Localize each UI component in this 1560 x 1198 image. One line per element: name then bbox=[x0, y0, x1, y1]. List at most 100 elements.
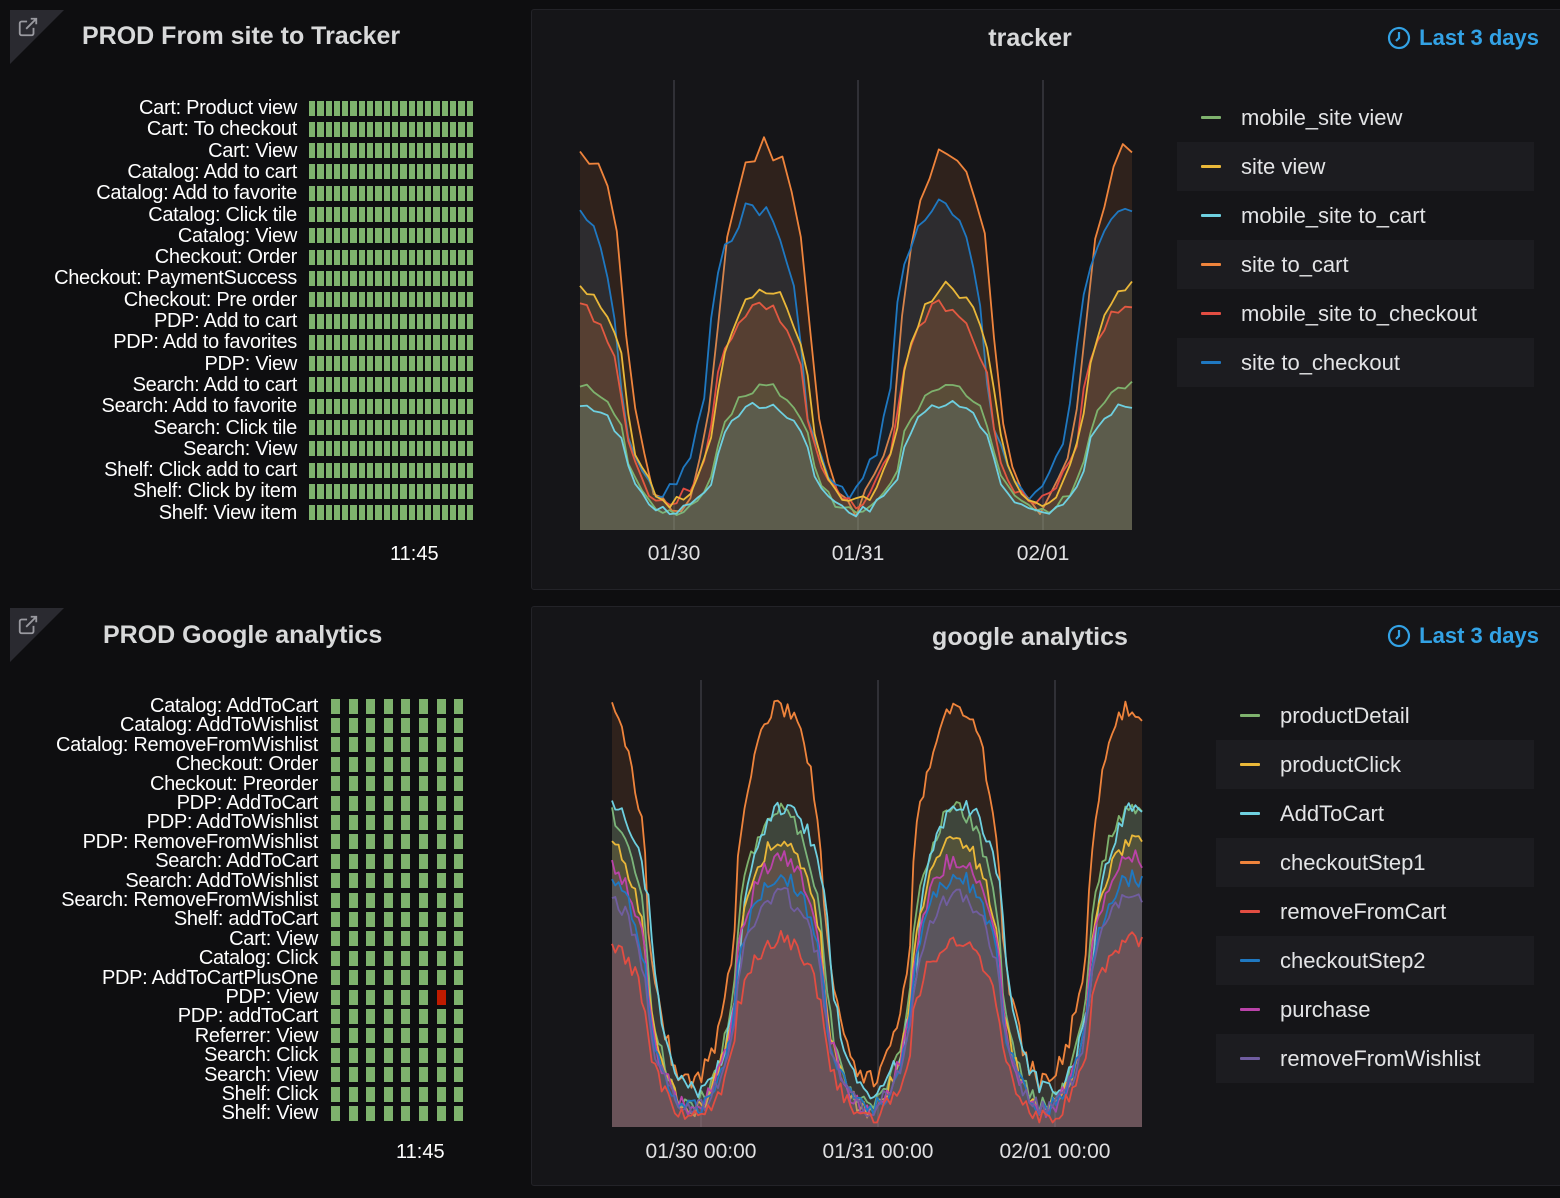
status-row[interactable]: PDP: View bbox=[0, 987, 464, 1007]
status-cell-ok[interactable] bbox=[375, 313, 382, 329]
status-cell-ok[interactable] bbox=[401, 892, 411, 908]
status-cell-ok[interactable] bbox=[309, 185, 316, 201]
status-cell-ok[interactable] bbox=[441, 441, 449, 457]
status-cell-ok[interactable] bbox=[436, 892, 446, 908]
status-cell-ok[interactable] bbox=[454, 834, 464, 850]
status-row[interactable]: Cart: View bbox=[0, 141, 473, 161]
status-cell-ok[interactable] bbox=[433, 377, 440, 393]
status-cell-ok[interactable] bbox=[358, 143, 366, 159]
status-cell-ok[interactable] bbox=[408, 249, 415, 265]
status-cell-ok[interactable] bbox=[466, 121, 473, 137]
status-cell-ok[interactable] bbox=[454, 814, 464, 830]
status-row[interactable]: Search: AddToCart bbox=[0, 851, 464, 871]
status-cell-ok[interactable] bbox=[436, 970, 446, 986]
status-cell-ok[interactable] bbox=[358, 398, 366, 414]
status-cell-ok[interactable] bbox=[375, 121, 382, 137]
status-cell-ok[interactable] bbox=[358, 249, 366, 265]
status-cell-ok[interactable] bbox=[350, 292, 357, 308]
status-cell-ok[interactable] bbox=[416, 505, 424, 521]
status-cell-ok[interactable] bbox=[333, 185, 341, 201]
status-cell-ok[interactable] bbox=[450, 505, 457, 521]
status-cell-ok[interactable] bbox=[342, 164, 349, 180]
status-cell-ok[interactable] bbox=[450, 143, 457, 159]
status-row[interactable]: Search: Add to cart bbox=[0, 375, 473, 395]
status-cell-ok[interactable] bbox=[383, 737, 393, 753]
status-cell-ok[interactable] bbox=[401, 970, 411, 986]
status-cell-ok[interactable] bbox=[331, 950, 340, 966]
status-cell-ok[interactable] bbox=[358, 292, 366, 308]
status-cell-ok[interactable] bbox=[331, 698, 340, 714]
status-row[interactable]: Search: Click tile bbox=[0, 418, 473, 438]
status-cell-ok[interactable] bbox=[401, 1008, 411, 1024]
status-cell-ok[interactable] bbox=[383, 776, 393, 792]
series-line[interactable] bbox=[579, 400, 1133, 518]
status-cell-ok[interactable] bbox=[331, 989, 340, 1005]
time-range-picker[interactable]: Last 3 days bbox=[1387, 623, 1539, 649]
status-cell-ok[interactable] bbox=[425, 292, 432, 308]
status-cell-ok[interactable] bbox=[450, 207, 457, 222]
external-link-icon[interactable] bbox=[17, 16, 39, 38]
status-cell-ok[interactable] bbox=[331, 756, 340, 772]
status-cell-ok[interactable] bbox=[383, 483, 390, 499]
status-cell-ok[interactable] bbox=[418, 814, 428, 830]
status-cell-ok[interactable] bbox=[325, 143, 332, 159]
status-cell-ok[interactable] bbox=[367, 207, 374, 222]
status-cell-ok[interactable] bbox=[425, 100, 432, 116]
status-cell-ok[interactable] bbox=[358, 185, 366, 201]
status-cell-ok[interactable] bbox=[458, 292, 465, 308]
status-cell-ok[interactable] bbox=[466, 483, 473, 499]
status-cell-ok[interactable] bbox=[433, 398, 440, 414]
status-cell-ok[interactable] bbox=[350, 185, 357, 201]
status-cell-ok[interactable] bbox=[458, 441, 465, 457]
status-row[interactable]: Search: RemoveFromWishlist bbox=[0, 890, 464, 910]
status-cell-ok[interactable] bbox=[458, 313, 465, 329]
status-cell-ok[interactable] bbox=[333, 100, 341, 116]
status-cell-ok[interactable] bbox=[418, 989, 428, 1005]
status-cell-ok[interactable] bbox=[433, 462, 440, 478]
status-cell-ok[interactable] bbox=[342, 398, 349, 414]
status-cell-ok[interactable] bbox=[408, 207, 415, 222]
status-row[interactable]: Checkout: PaymentSuccess bbox=[0, 268, 473, 288]
status-cell-ok[interactable] bbox=[436, 795, 446, 811]
status-cell-ok[interactable] bbox=[425, 270, 432, 286]
status-cell-ok[interactable] bbox=[348, 834, 358, 850]
status-cell-ok[interactable] bbox=[458, 462, 465, 478]
status-cell-ok[interactable] bbox=[441, 292, 449, 308]
status-cell-ok[interactable] bbox=[309, 121, 316, 137]
status-cell-ok[interactable] bbox=[383, 228, 390, 244]
time-range-picker[interactable]: Last 3 days bbox=[1387, 25, 1539, 51]
status-cell-ok[interactable] bbox=[400, 441, 407, 457]
status-cell-ok[interactable] bbox=[458, 334, 465, 350]
legend-item[interactable]: checkoutStep1 bbox=[1216, 838, 1534, 887]
status-cell-ok[interactable] bbox=[408, 292, 415, 308]
status-cell-ok[interactable] bbox=[366, 931, 376, 947]
status-cell-ok[interactable] bbox=[309, 441, 316, 457]
status-cell-ok[interactable] bbox=[425, 483, 432, 499]
status-cell-ok[interactable] bbox=[458, 185, 465, 201]
status-cell-ok[interactable] bbox=[450, 420, 457, 435]
status-row[interactable]: Cart: To checkout bbox=[0, 119, 473, 139]
status-cell-ok[interactable] bbox=[441, 100, 449, 116]
status-cell-ok[interactable] bbox=[401, 776, 411, 792]
status-cell-ok[interactable] bbox=[433, 249, 440, 265]
status-cell-ok[interactable] bbox=[454, 950, 464, 966]
status-cell-ok[interactable] bbox=[366, 795, 376, 811]
status-cell-ok[interactable] bbox=[350, 420, 357, 435]
status-cell-ok[interactable] bbox=[466, 228, 473, 244]
status-cell-ok[interactable] bbox=[366, 776, 376, 792]
status-cell-ok[interactable] bbox=[325, 121, 332, 137]
status-cell-ok[interactable] bbox=[367, 334, 374, 350]
status-cell-ok[interactable] bbox=[348, 931, 358, 947]
status-cell-ok[interactable] bbox=[325, 270, 332, 286]
status-cell-ok[interactable] bbox=[458, 377, 465, 393]
status-cell-ok[interactable] bbox=[418, 853, 428, 869]
status-cell-ok[interactable] bbox=[391, 185, 399, 201]
status-cell-ok[interactable] bbox=[400, 398, 407, 414]
status-cell-ok[interactable] bbox=[391, 270, 399, 286]
status-cell-ok[interactable] bbox=[331, 873, 340, 889]
status-cell-ok[interactable] bbox=[458, 164, 465, 180]
status-cell-ok[interactable] bbox=[383, 505, 390, 521]
status-cell-ok[interactable] bbox=[450, 164, 457, 180]
status-cell-ok[interactable] bbox=[458, 398, 465, 414]
status-cell-ok[interactable] bbox=[342, 334, 349, 350]
